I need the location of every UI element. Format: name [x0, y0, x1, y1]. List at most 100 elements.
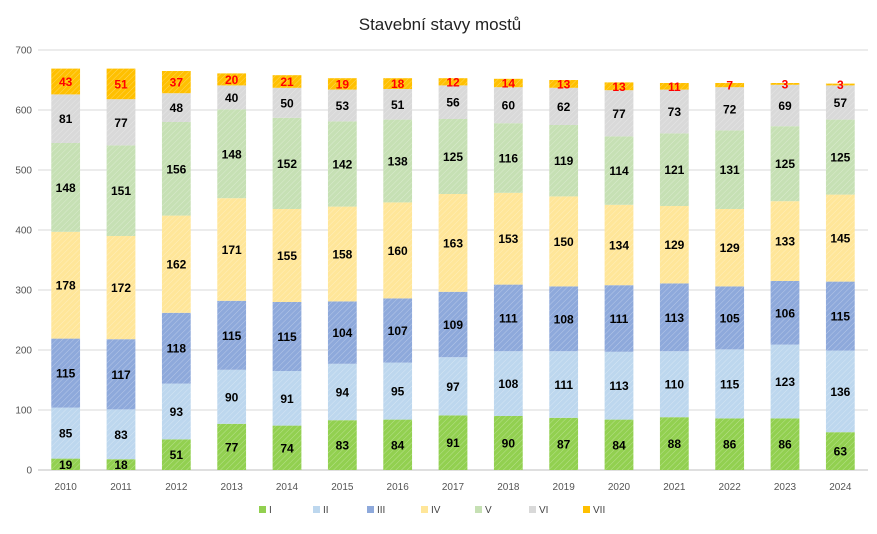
bar-segment-texture — [161, 215, 191, 313]
data-label-vii-2011: 51 — [114, 77, 128, 91]
bar-segment-texture — [715, 83, 745, 88]
data-label-ii-2014: 91 — [280, 392, 294, 406]
data-label-vi-2013: 40 — [225, 91, 239, 105]
legend-label: I — [269, 505, 272, 516]
data-label-iv-2013: 171 — [222, 243, 242, 257]
legend-label: VI — [539, 505, 548, 516]
bar-segment-texture — [549, 80, 579, 88]
bar-segment-texture — [383, 298, 413, 363]
x-tick-label: 2010 — [55, 482, 78, 493]
data-label-i-2011: 18 — [114, 458, 128, 472]
x-tick-label: 2020 — [608, 482, 631, 493]
data-label-iii-2011: 117 — [111, 368, 131, 382]
data-label-v-2024: 125 — [830, 151, 850, 165]
y-tick-label: 500 — [15, 166, 32, 177]
bar-segment-texture — [272, 87, 302, 118]
bar-segment-texture — [438, 357, 468, 416]
data-label-iv-2010: 178 — [56, 279, 76, 293]
data-label-iii-2023: 106 — [775, 306, 795, 320]
legend-label: IV — [431, 505, 441, 516]
bar-segment-texture — [161, 122, 191, 216]
legend-swatch — [259, 506, 266, 513]
legend-item-vi: VI — [529, 505, 548, 516]
bar-segment-texture — [327, 363, 357, 421]
bar-segment-texture — [659, 206, 689, 284]
bar-segment-texture — [604, 82, 634, 91]
data-label-ii-2019: 111 — [554, 378, 573, 392]
data-label-vi-2014: 50 — [280, 96, 294, 110]
legend-item-iii: III — [367, 505, 385, 516]
bar-segment-texture — [51, 458, 81, 470]
bar-segment-texture — [438, 78, 468, 86]
legend-swatch — [313, 506, 320, 513]
bar-segment-texture — [327, 78, 357, 90]
bar-segment-texture — [825, 194, 855, 282]
data-label-iv-2024: 145 — [830, 232, 850, 246]
bar-segment-texture — [51, 94, 81, 143]
bar-segment-texture — [604, 351, 634, 420]
legend-item-vii: VII — [583, 505, 605, 516]
data-label-vii-2021: 11 — [668, 80, 681, 94]
data-label-iii-2013: 115 — [222, 329, 242, 343]
bar-segment-texture — [51, 143, 81, 232]
data-label-vi-2022: 72 — [723, 102, 737, 116]
data-label-vi-2023: 69 — [778, 99, 792, 113]
bar-segment-texture — [659, 83, 689, 90]
data-label-ii-2022: 115 — [720, 377, 740, 391]
legend-item-ii: II — [313, 505, 329, 516]
data-label-iv-2012: 162 — [166, 258, 186, 272]
data-label-vii-2012: 37 — [170, 76, 184, 90]
x-tick-label: 2016 — [387, 482, 410, 493]
x-axis-ticks: 2010 2011 2012 2013 2014 2015 2016 2017 2018 2019… — [55, 482, 852, 493]
data-label-i-2019: 87 — [557, 437, 571, 451]
data-label-vi-2011: 77 — [114, 116, 128, 130]
data-label-iv-2021: 129 — [664, 238, 684, 252]
legend-item-i: I — [259, 505, 272, 516]
data-label-vi-2017: 56 — [446, 96, 460, 110]
data-label-iv-2023: 133 — [775, 235, 795, 249]
bar-segment-texture — [549, 351, 579, 418]
data-label-ii-2015: 94 — [336, 386, 350, 400]
data-label-vii-2020: 13 — [612, 80, 626, 94]
data-label-vi-2020: 77 — [612, 107, 626, 121]
bar-segment-texture — [161, 93, 191, 122]
data-label-vii-2023: 3 — [782, 77, 789, 91]
data-label-iii-2020: 111 — [610, 312, 629, 326]
bars — [51, 68, 855, 470]
data-label-iv-2020: 134 — [609, 239, 629, 253]
bar-segment-texture — [493, 87, 523, 124]
bar-segment-texture — [327, 301, 357, 364]
data-label-iii-2018: 111 — [499, 311, 518, 325]
x-tick-label: 2023 — [774, 482, 797, 493]
data-label-ii-2023: 123 — [775, 375, 795, 389]
data-label-v-2022: 131 — [720, 163, 740, 177]
data-label-iii-2024: 115 — [831, 310, 851, 324]
bar-segment-texture — [770, 126, 800, 202]
bar-segment-texture — [106, 459, 136, 470]
data-label-ii-2020: 113 — [609, 379, 629, 393]
bar-segment-texture — [659, 417, 689, 470]
bar-segment-texture — [493, 416, 523, 470]
y-tick-label: 100 — [15, 406, 32, 417]
bar-segment-texture — [715, 418, 745, 470]
bar-segment-texture — [715, 349, 745, 419]
x-tick-label: 2012 — [165, 482, 188, 493]
data-label-v-2016: 138 — [388, 155, 408, 169]
data-label-iv-2016: 160 — [388, 244, 408, 258]
y-tick-label: 200 — [15, 346, 32, 357]
bar-segment-texture — [770, 84, 800, 127]
data-label-ii-2024: 136 — [830, 385, 850, 399]
data-label-vi-2019: 62 — [557, 100, 571, 114]
bar-segment-texture — [217, 85, 247, 110]
y-tick-label: 300 — [15, 286, 32, 297]
bar-segment-texture — [161, 71, 191, 94]
data-label-i-2014: 74 — [280, 441, 294, 455]
bar-segment-texture — [493, 192, 523, 285]
bar-segment-texture — [272, 75, 302, 88]
data-label-v-2011: 151 — [111, 184, 131, 198]
x-tick-label: 2013 — [221, 482, 244, 493]
data-label-ii-2013: 90 — [225, 390, 239, 404]
data-label-iii-2012: 118 — [167, 342, 187, 356]
data-label-i-2013: 77 — [225, 440, 239, 454]
